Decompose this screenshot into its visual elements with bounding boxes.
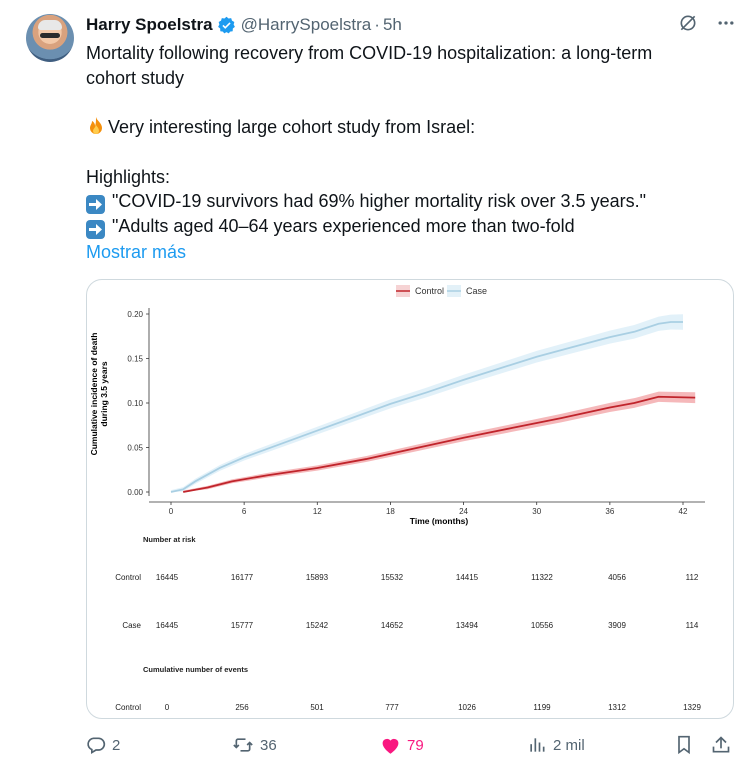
views-icon xyxy=(530,738,545,752)
action-bar: 2 36 79 2 mil xyxy=(86,735,734,759)
bookmark-button[interactable] xyxy=(675,735,693,755)
bullet-1: "COVID-19 survivors had 69% higher morta… xyxy=(86,189,726,214)
fire-emoji-icon xyxy=(86,116,106,136)
risk-cell: 15777 xyxy=(231,621,254,630)
x-tick-label: 6 xyxy=(242,507,247,516)
x-tick-label: 12 xyxy=(313,507,322,516)
like-button[interactable]: 79 xyxy=(380,735,424,755)
risk-cell: 112 xyxy=(686,573,699,582)
x-tick-label: 0 xyxy=(169,507,174,516)
like-count: 79 xyxy=(407,736,424,754)
confidence-bands xyxy=(171,314,696,492)
grok-icon[interactable] xyxy=(678,13,698,33)
series-lines xyxy=(170,321,696,493)
bookmark-icon xyxy=(678,735,690,755)
events-cell: 777 xyxy=(385,703,399,712)
risk-cell: 4056 xyxy=(608,573,626,582)
legend-case-label: Case xyxy=(466,286,487,296)
risk-table-title: Number at risk xyxy=(143,535,196,544)
author-handle[interactable]: @HarrySpoelstra xyxy=(240,15,372,34)
avatar-glasses xyxy=(40,33,60,38)
chart-image[interactable]: Control Case 0.00 0.05 0.10 0.15 0.20 0 6 12 18 2… xyxy=(86,279,734,719)
separator-dot: · xyxy=(374,15,380,34)
events-cell: 1026 xyxy=(458,703,476,712)
y-axis-label-line-1: Cumulative incidence of death xyxy=(89,333,99,456)
repost-count: 36 xyxy=(260,736,277,754)
intro-line: Very interesting large cohort study from… xyxy=(86,115,726,140)
heart-icon xyxy=(382,738,399,754)
risk-cell: 11322 xyxy=(531,573,553,582)
events-cell: 1312 xyxy=(608,703,626,712)
x-tick-label: 24 xyxy=(459,507,468,516)
risk-cell: 14415 xyxy=(456,573,479,582)
views-button[interactable]: 2 mil xyxy=(527,735,585,755)
risk-cell: 16177 xyxy=(231,573,254,582)
legend-control-label: Control xyxy=(415,286,444,296)
chart-axes: 0.00 0.05 0.10 0.15 0.20 0 6 12 18 24 30 36 42 xyxy=(127,308,705,516)
title-line-2: cohort study xyxy=(86,67,185,88)
events-cell: 1199 xyxy=(533,703,551,712)
events-cell: 1329 xyxy=(683,703,701,712)
right-arrow-icon xyxy=(86,195,105,214)
avatar[interactable] xyxy=(26,14,74,62)
x-tick-label: 42 xyxy=(679,507,688,516)
y-axis-label-line-2: during 3.5 years xyxy=(99,361,109,426)
risk-tables: Number at risk Control 16445 16177 15893 1553… xyxy=(115,535,701,712)
y-tick-label: 0.05 xyxy=(127,444,143,453)
bullet-2-text: "Adults aged 40–64 years experienced mor… xyxy=(112,216,575,236)
events-cell: 256 xyxy=(235,703,249,712)
case-series-line xyxy=(170,321,683,493)
risk-row-label: Case xyxy=(122,621,141,630)
y-tick-label: 0.00 xyxy=(127,488,143,497)
risk-cell: 3909 xyxy=(608,621,626,630)
cumulative-incidence-chart: Control Case 0.00 0.05 0.10 0.15 0.20 0 6 12 18 2… xyxy=(89,285,705,712)
events-row-label: Control xyxy=(115,703,141,712)
risk-cell: 14652 xyxy=(381,621,404,630)
verified-badge-icon xyxy=(217,16,236,35)
post-time[interactable]: 5h xyxy=(382,15,402,34)
share-icon xyxy=(712,736,730,753)
x-axis-label: Time (months) xyxy=(410,516,469,526)
events-table-title: Cumulative number of events xyxy=(143,665,248,674)
risk-cell: 10556 xyxy=(531,621,554,630)
case-confidence-band xyxy=(171,314,683,492)
events-cell: 0 xyxy=(165,703,170,712)
risk-cell: 114 xyxy=(686,621,699,630)
y-tick-label: 0.10 xyxy=(127,399,143,408)
repost-button[interactable]: 36 xyxy=(232,735,277,755)
reply-button[interactable]: 2 xyxy=(86,735,120,755)
view-count: 2 mil xyxy=(553,736,585,754)
risk-cell: 15242 xyxy=(306,621,329,630)
bullet-2: "Adults aged 40–64 years experienced mor… xyxy=(86,214,726,239)
reply-icon xyxy=(87,737,106,754)
control-series-line xyxy=(183,395,696,493)
risk-cell: 15893 xyxy=(306,573,329,582)
repost-icon xyxy=(233,738,253,752)
x-tick-label: 36 xyxy=(605,507,614,516)
intro-text: Very interesting large cohort study from… xyxy=(108,117,476,137)
risk-cell: 13494 xyxy=(456,621,479,630)
y-tick-label: 0.15 xyxy=(127,355,143,364)
bullet-1-text: "COVID-19 survivors had 69% higher morta… xyxy=(112,191,646,211)
share-button[interactable] xyxy=(711,735,731,755)
tweet-header: Harry Spoelstra @HarrySpoelstra · 5h xyxy=(86,13,736,37)
show-more-link[interactable]: Mostrar más xyxy=(86,242,187,262)
chart-legend: Control Case xyxy=(396,285,487,297)
avatar-hair xyxy=(38,20,62,30)
reply-count: 2 xyxy=(112,736,121,754)
risk-cell: 15532 xyxy=(381,573,404,582)
tweet-text: Mortality following recovery from COVID-… xyxy=(86,41,726,239)
x-tick-label: 18 xyxy=(386,507,395,516)
risk-cell: 16445 xyxy=(156,573,179,582)
x-tick-label: 30 xyxy=(532,507,541,516)
title-line-1: Mortality following recovery from COVID-… xyxy=(86,43,653,63)
y-tick-label: 0.20 xyxy=(127,310,143,319)
more-options-icon[interactable] xyxy=(716,13,736,33)
author-name[interactable]: Harry Spoelstra xyxy=(86,15,213,34)
risk-cell: 16445 xyxy=(156,621,179,630)
events-cell: 501 xyxy=(310,703,324,712)
risk-row-label: Control xyxy=(115,573,141,582)
right-arrow-icon xyxy=(86,220,105,239)
highlights-label: Highlights: xyxy=(86,166,171,187)
